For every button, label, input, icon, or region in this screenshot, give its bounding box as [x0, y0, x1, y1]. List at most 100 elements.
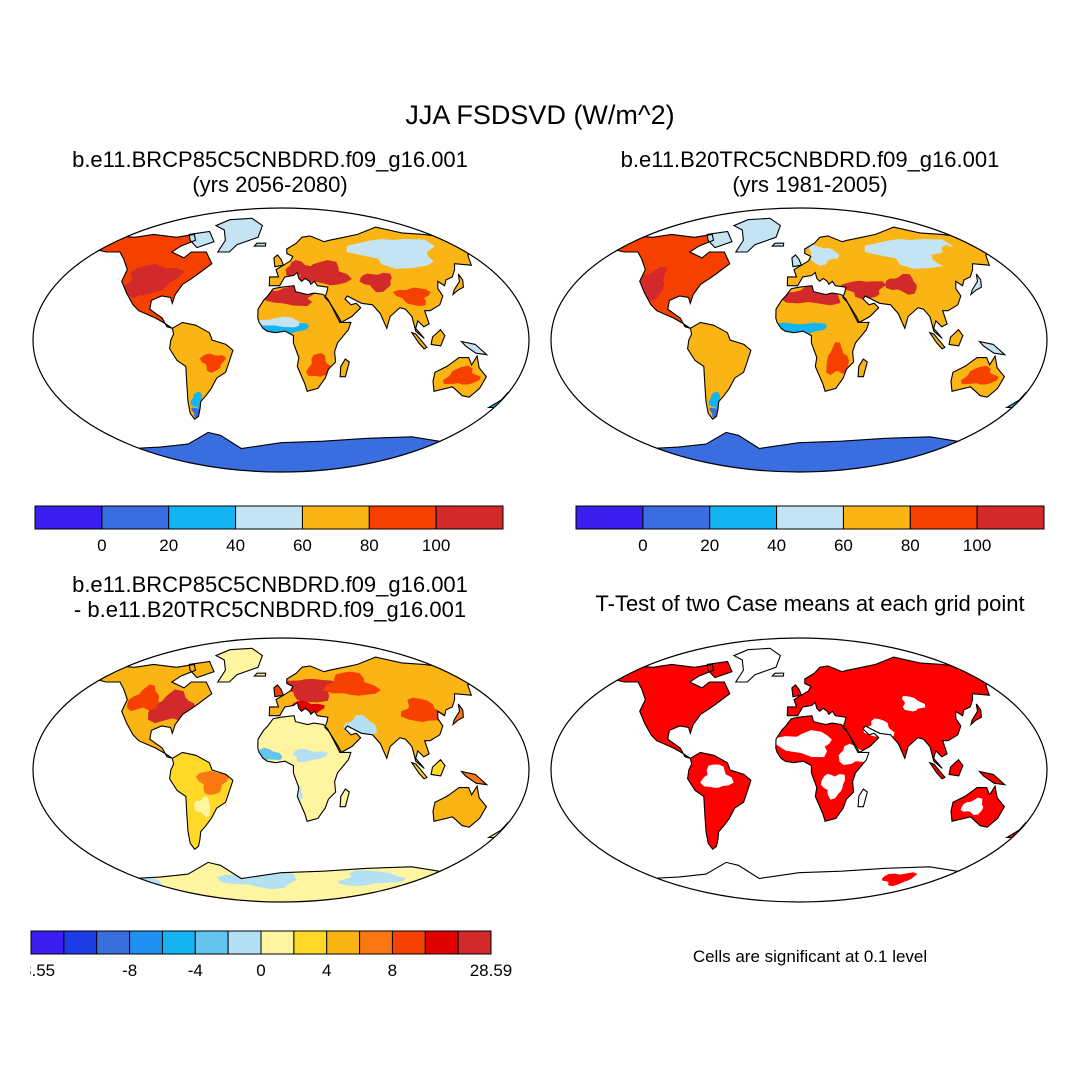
coastline: [791, 254, 803, 268]
field-region: [337, 870, 407, 887]
land-australia: [433, 786, 487, 828]
field-region: [400, 697, 448, 722]
field-region: [773, 730, 832, 758]
field-region: [127, 684, 160, 712]
land-madagascar: [858, 789, 868, 807]
land-greenland: [734, 218, 781, 252]
land-britain: [273, 684, 284, 697]
significance-note: Cells are significant at 0.1 level: [692, 947, 928, 966]
colorbar-swatch: [260, 930, 295, 955]
field-region: [826, 342, 849, 376]
coastline: [771, 242, 785, 247]
land-new-guinea: [979, 341, 1005, 355]
field-region: [820, 773, 845, 800]
figure-title: JJA FSDSVD (W/m^2): [405, 100, 675, 130]
colorbar-swatch: [424, 930, 459, 955]
field-region: [442, 365, 481, 385]
field-region: [359, 272, 392, 293]
field-region: [882, 872, 918, 887]
land-new-guinea: [979, 771, 1005, 785]
field-region: [285, 260, 316, 278]
colorbar-tick-label: 60: [834, 536, 853, 555]
map-border: [32, 207, 530, 473]
coastline: [857, 788, 868, 808]
panel-title-line1: T-Test of two Case means at each grid po…: [595, 591, 1025, 616]
land-iceland: [254, 243, 266, 247]
coastline: [791, 684, 803, 698]
land-britain: [791, 254, 802, 267]
coastline: [257, 715, 352, 822]
field-region: [130, 264, 185, 296]
panel-title-future: b.e11.BRCP85C5CNBDRD.f09_g16.001 (yrs 20…: [20, 147, 520, 197]
field-region: [194, 796, 211, 818]
coastline: [950, 354, 1006, 398]
colorbar-swatch: [326, 930, 361, 955]
field-region: [322, 671, 381, 696]
coastline: [339, 788, 350, 808]
field-region: [838, 743, 872, 765]
coastline: [687, 751, 752, 850]
colorbar-tick-label: -13.55: [30, 961, 55, 980]
coastline: [459, 340, 489, 356]
coastline: [771, 672, 785, 677]
land-borneo: [949, 759, 963, 776]
colorbar-swatch: [235, 505, 304, 530]
coastline: [732, 217, 782, 253]
field-region: [931, 244, 977, 273]
coastline: [253, 672, 267, 677]
land-iceland: [254, 673, 266, 677]
coastline: [611, 233, 731, 329]
colorbar-swatch: [161, 930, 196, 955]
panel-title-line1: b.e11.B20TRC5CNBDRD.f09_g16.001: [620, 147, 1000, 172]
land-south-america: [687, 752, 751, 850]
coastline: [687, 321, 752, 420]
field-region: [864, 239, 953, 269]
field-region: [885, 273, 917, 295]
colorbar-swatch: [368, 505, 437, 530]
coastline: [928, 331, 946, 350]
colorbar-swatch: [909, 505, 978, 530]
coastline: [775, 715, 870, 822]
field-region: [278, 678, 342, 703]
land-greenland: [734, 648, 781, 682]
colorbar-swatch: [842, 505, 911, 530]
colorbar-swatch: [709, 505, 778, 530]
land-sumatra: [929, 762, 945, 779]
colorbar-swatch: [976, 505, 1045, 530]
coastline: [432, 354, 488, 398]
coastline: [268, 226, 480, 339]
coastline: [410, 331, 428, 350]
colorbar-future: 0 20 40 60 80 100: [34, 505, 504, 555]
colorbar-tick-label: 0: [97, 536, 106, 555]
field-region: [771, 322, 827, 336]
coastline: [459, 770, 489, 786]
field-region: [200, 353, 226, 373]
field-region: [700, 764, 734, 788]
coastline: [253, 242, 267, 247]
colorbar-difference: -13.55 -8 -4 0 4 8 28.59: [30, 930, 513, 980]
land-greenland: [216, 648, 263, 682]
land-sumatra: [929, 332, 945, 349]
colorbar-tick-label: 40: [226, 536, 245, 555]
coastline: [430, 328, 446, 347]
colorbar-swatch: [101, 505, 170, 530]
coastline: [970, 273, 982, 297]
map-border: [550, 637, 1048, 903]
map-difference: [32, 637, 530, 903]
coastline: [775, 285, 870, 392]
coastline: [928, 761, 946, 780]
colorbar-swatch: [575, 505, 644, 530]
colorbar-tick-label: 80: [901, 536, 920, 555]
land-south-america: [687, 322, 751, 420]
colorbar-swatch: [359, 930, 394, 955]
colorbar-tick-label: 100: [963, 536, 991, 555]
map-border: [550, 207, 1048, 473]
land-new-guinea: [461, 771, 487, 785]
coastline: [273, 254, 285, 268]
land-borneo: [949, 329, 963, 346]
coastline: [93, 663, 213, 759]
land-south-america: [169, 322, 233, 420]
colorbar-tick-label: 20: [700, 536, 719, 555]
land-greenland: [216, 218, 263, 252]
colorbar-tick-label: 28.59: [470, 961, 513, 980]
